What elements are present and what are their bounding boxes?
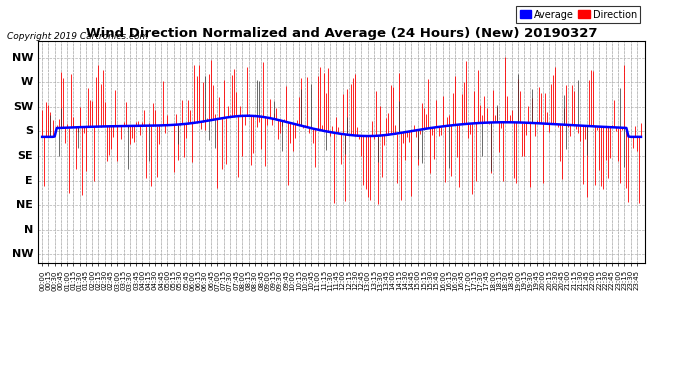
Title: Wind Direction Normalized and Average (24 Hours) (New) 20190327: Wind Direction Normalized and Average (2…	[86, 27, 598, 40]
Legend: Average, Direction: Average, Direction	[516, 6, 640, 23]
Text: Copyright 2019 Cartronics.com: Copyright 2019 Cartronics.com	[7, 32, 148, 41]
